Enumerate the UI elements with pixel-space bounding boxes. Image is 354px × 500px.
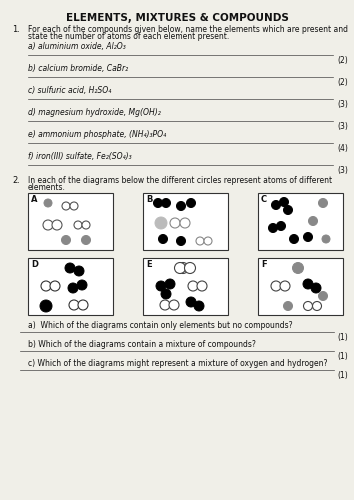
Bar [143,258,228,315]
Circle shape [154,198,162,207]
Circle shape [62,236,70,244]
Text: (3): (3) [337,166,348,175]
Text: (1): (1) [337,352,348,361]
Bar [143,193,228,250]
Text: For each of the compounds given below, name the elements which are present and: For each of the compounds given below, n… [28,25,348,34]
Text: ELEMENTS, MIXTURES & COMPOUNDS: ELEMENTS, MIXTURES & COMPOUNDS [65,13,289,23]
Circle shape [159,234,167,244]
Circle shape [284,302,292,310]
Circle shape [313,302,321,310]
Text: (3): (3) [337,100,348,109]
Circle shape [177,262,188,274]
Bar [28,193,113,250]
Circle shape [319,198,327,207]
Circle shape [194,301,204,311]
Text: 2.: 2. [12,176,20,185]
Text: (1): (1) [337,333,348,342]
Text: elements.: elements. [28,183,66,192]
Circle shape [188,281,198,291]
Text: c) sulfuric acid, H₂SO₄: c) sulfuric acid, H₂SO₄ [28,86,111,95]
Circle shape [65,263,75,273]
Circle shape [74,266,84,276]
Circle shape [290,234,298,244]
Circle shape [69,300,79,310]
Text: (2): (2) [337,56,348,65]
Circle shape [319,292,327,300]
Circle shape [161,289,171,299]
Circle shape [196,237,204,245]
Bar [258,193,343,250]
Circle shape [175,262,185,274]
Circle shape [82,221,90,229]
Circle shape [155,217,167,229]
Circle shape [186,297,196,307]
Circle shape [280,281,290,291]
Circle shape [292,262,303,274]
Circle shape [280,198,289,206]
Circle shape [184,262,195,274]
Circle shape [284,206,292,214]
Text: d) magnesium hydroxide, Mg(OH)₂: d) magnesium hydroxide, Mg(OH)₂ [28,108,161,117]
Circle shape [204,237,212,245]
Text: b) calcium bromide, CaBr₂: b) calcium bromide, CaBr₂ [28,64,128,73]
Text: f) iron(III) sulfate, Fe₂(SO₄)₃: f) iron(III) sulfate, Fe₂(SO₄)₃ [28,152,132,161]
Text: In each of the diagrams below the different circles represent atoms of different: In each of the diagrams below the differ… [28,176,332,185]
Text: D: D [31,260,38,269]
Circle shape [170,218,180,228]
Text: a)  Which of the diagrams contain only elements but no compounds?: a) Which of the diagrams contain only el… [28,321,293,330]
Text: c) Which of the diagrams might represent a mixture of oxygen and hydrogen?: c) Which of the diagrams might represent… [28,359,327,368]
Circle shape [156,281,166,291]
Circle shape [177,202,185,210]
Circle shape [68,283,78,293]
Text: (4): (4) [337,144,348,153]
Text: B: B [146,195,152,204]
Circle shape [165,279,175,289]
Text: E: E [146,260,152,269]
Circle shape [44,199,52,207]
Circle shape [268,224,278,232]
Circle shape [311,283,321,293]
Circle shape [303,279,313,289]
Circle shape [271,281,281,291]
Circle shape [187,198,195,207]
Text: (2): (2) [337,78,348,87]
Circle shape [169,300,179,310]
Text: (3): (3) [337,122,348,131]
Circle shape [78,300,88,310]
Text: a) aluminium oxide, Al₂O₃: a) aluminium oxide, Al₂O₃ [28,42,126,51]
Text: 1.: 1. [12,25,20,34]
Circle shape [41,281,51,291]
Circle shape [197,281,207,291]
Text: state the number of atoms of each element present.: state the number of atoms of each elemen… [28,32,229,41]
Circle shape [272,200,280,209]
Circle shape [177,236,185,246]
Circle shape [276,222,285,230]
Circle shape [43,220,53,230]
Text: b) Which of the diagrams contain a mixture of compounds?: b) Which of the diagrams contain a mixtu… [28,340,256,349]
Text: C: C [261,195,267,204]
Circle shape [74,221,82,229]
Text: A: A [31,195,38,204]
Bar [28,258,113,315]
Circle shape [40,300,52,312]
Circle shape [180,218,190,228]
Text: (1): (1) [337,371,348,380]
Circle shape [70,202,78,210]
Circle shape [81,236,91,244]
Circle shape [303,302,313,310]
Bar [258,258,343,315]
Text: e) ammonium phosphate, (NH₄)₃PO₄: e) ammonium phosphate, (NH₄)₃PO₄ [28,130,166,139]
Circle shape [303,232,313,241]
Circle shape [308,216,318,226]
Circle shape [77,280,87,290]
Circle shape [52,220,62,230]
Circle shape [322,235,330,243]
Circle shape [160,300,170,310]
Text: F: F [261,260,267,269]
Circle shape [161,198,171,207]
Circle shape [50,281,60,291]
Circle shape [62,202,70,210]
